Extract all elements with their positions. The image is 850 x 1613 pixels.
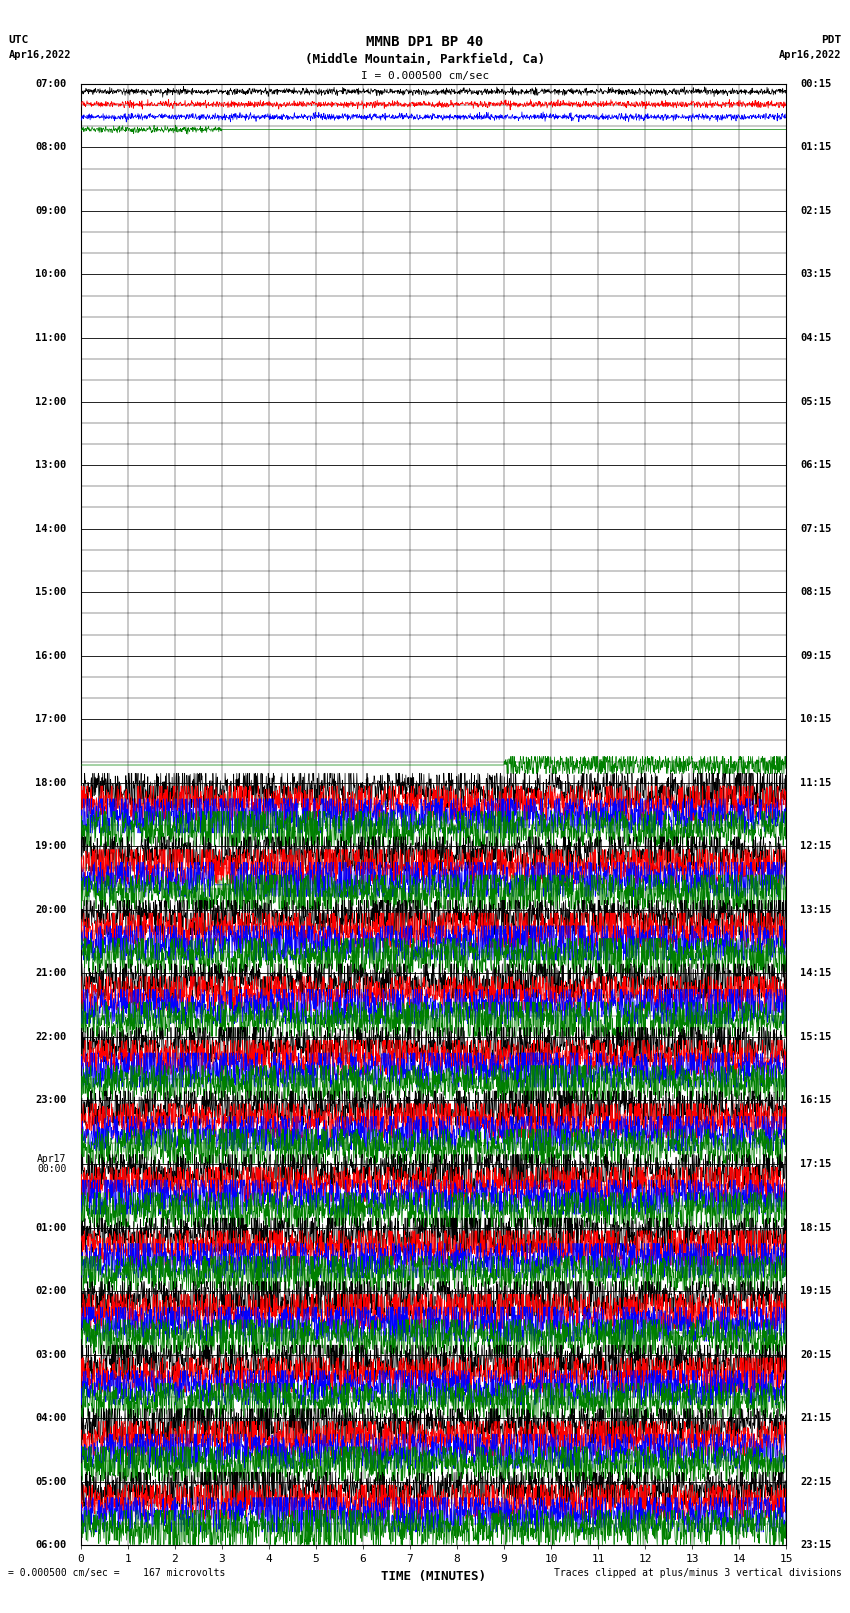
Text: 21:00: 21:00 <box>36 968 66 979</box>
X-axis label: TIME (MINUTES): TIME (MINUTES) <box>381 1569 486 1582</box>
Text: I = 0.000500 cm/sec: I = 0.000500 cm/sec <box>361 71 489 81</box>
Text: (Middle Mountain, Parkfield, Ca): (Middle Mountain, Parkfield, Ca) <box>305 53 545 66</box>
Text: 17:00: 17:00 <box>36 715 66 724</box>
Text: 06:00: 06:00 <box>36 1540 66 1550</box>
Text: 01:15: 01:15 <box>801 142 831 152</box>
Text: 07:00: 07:00 <box>36 79 66 89</box>
Text: 22:15: 22:15 <box>801 1478 831 1487</box>
Text: 03:15: 03:15 <box>801 269 831 279</box>
Text: 12:15: 12:15 <box>801 842 831 852</box>
Text: 08:00: 08:00 <box>36 142 66 152</box>
Text: 23:15: 23:15 <box>801 1540 831 1550</box>
Text: 06:15: 06:15 <box>801 460 831 469</box>
Text: 15:15: 15:15 <box>801 1032 831 1042</box>
Text: MMNB DP1 BP 40: MMNB DP1 BP 40 <box>366 35 484 50</box>
Text: UTC: UTC <box>8 35 29 45</box>
Text: 10:15: 10:15 <box>801 715 831 724</box>
Text: 11:00: 11:00 <box>36 332 66 344</box>
Text: 18:00: 18:00 <box>36 777 66 787</box>
Text: 21:15: 21:15 <box>801 1413 831 1423</box>
Text: 13:00: 13:00 <box>36 460 66 469</box>
Text: Traces clipped at plus/minus 3 vertical divisions: Traces clipped at plus/minus 3 vertical … <box>553 1568 842 1578</box>
Text: PDT: PDT <box>821 35 842 45</box>
Text: 15:00: 15:00 <box>36 587 66 597</box>
Text: 01:00: 01:00 <box>36 1223 66 1232</box>
Text: 22:00: 22:00 <box>36 1032 66 1042</box>
Text: 11:15: 11:15 <box>801 777 831 787</box>
Text: 17:15: 17:15 <box>801 1160 831 1169</box>
Text: 09:00: 09:00 <box>36 206 66 216</box>
Text: 13:15: 13:15 <box>801 905 831 915</box>
Text: 19:00: 19:00 <box>36 842 66 852</box>
Text: 00:00: 00:00 <box>37 1165 66 1174</box>
Text: 12:00: 12:00 <box>36 397 66 406</box>
Text: 05:15: 05:15 <box>801 397 831 406</box>
Text: 04:15: 04:15 <box>801 332 831 344</box>
Text: 05:00: 05:00 <box>36 1478 66 1487</box>
Text: = 0.000500 cm/sec =    167 microvolts: = 0.000500 cm/sec = 167 microvolts <box>8 1568 226 1578</box>
Text: 14:15: 14:15 <box>801 968 831 979</box>
Text: 16:00: 16:00 <box>36 650 66 661</box>
Text: 23:00: 23:00 <box>36 1095 66 1105</box>
Text: 07:15: 07:15 <box>801 524 831 534</box>
Text: Apr16,2022: Apr16,2022 <box>779 50 842 60</box>
Text: 02:15: 02:15 <box>801 206 831 216</box>
Text: 14:00: 14:00 <box>36 524 66 534</box>
Text: 16:15: 16:15 <box>801 1095 831 1105</box>
Text: 19:15: 19:15 <box>801 1286 831 1297</box>
Text: 10:00: 10:00 <box>36 269 66 279</box>
Text: 18:15: 18:15 <box>801 1223 831 1232</box>
Text: 08:15: 08:15 <box>801 587 831 597</box>
Text: 00:15: 00:15 <box>801 79 831 89</box>
Text: 20:00: 20:00 <box>36 905 66 915</box>
Text: 04:00: 04:00 <box>36 1413 66 1423</box>
Text: 09:15: 09:15 <box>801 650 831 661</box>
Text: 20:15: 20:15 <box>801 1350 831 1360</box>
Text: Apr17: Apr17 <box>37 1153 66 1165</box>
Text: 03:00: 03:00 <box>36 1350 66 1360</box>
Text: 02:00: 02:00 <box>36 1286 66 1297</box>
Text: Apr16,2022: Apr16,2022 <box>8 50 71 60</box>
